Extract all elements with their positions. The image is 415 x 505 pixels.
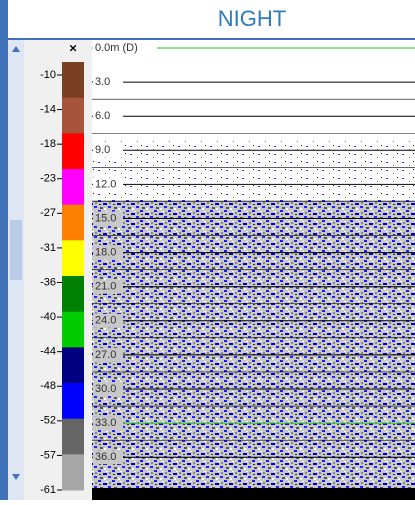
colorbar-label: -61 [40, 484, 56, 496]
scroll-up[interactable] [12, 46, 20, 52]
depth-label: 33.0 [95, 417, 116, 429]
color-swatch [62, 311, 84, 348]
depth-label: 36.0 [95, 451, 116, 463]
scroll-thumb[interactable] [10, 220, 22, 280]
colorbar-label: -44 [40, 346, 56, 358]
depth-label-bg [93, 211, 123, 226]
color-swatch [62, 276, 84, 313]
colorbar-label: -10 [40, 69, 56, 81]
depth-label-bg [93, 313, 123, 328]
colorbar-label: -18 [40, 138, 56, 150]
color-swatch [62, 383, 84, 420]
colorbar-label: -23 [40, 173, 56, 185]
color-swatch [62, 240, 84, 277]
color-swatch [62, 97, 84, 134]
title-bar [8, 0, 415, 38]
echo-sparse [92, 140, 415, 200]
color-swatch [62, 133, 84, 170]
depth-label: 3.0 [95, 76, 110, 88]
colorbar-label: -40 [40, 311, 56, 323]
title: NIGHT [218, 6, 286, 31]
colorbar-label: -48 [40, 380, 56, 392]
depth-label: 27.0 [95, 349, 116, 361]
colorbar-label: -27 [40, 207, 56, 219]
depth-label-bg [93, 450, 123, 465]
depth-label-bg [93, 279, 123, 294]
scroll-down[interactable] [12, 474, 20, 480]
colorbar-label: -14 [40, 103, 56, 115]
depth-label-bg [93, 347, 123, 362]
depth-label-bg [93, 245, 123, 260]
depth-label-bg [93, 416, 123, 431]
colorbar-label: -36 [40, 276, 56, 288]
depth-label: 21.0 [95, 281, 116, 293]
depth-label: 0.0m (D) [95, 42, 138, 54]
color-swatch [62, 454, 84, 491]
depth-label: 18.0 [95, 247, 116, 259]
color-swatch [62, 169, 84, 206]
depth-label-bg [93, 41, 157, 55]
depth-label-bg [93, 143, 123, 158]
depth-label: 30.0 [95, 383, 116, 395]
color-swatch [62, 204, 84, 241]
colorbar-label: -57 [40, 449, 56, 461]
depth-label: 12.0 [95, 178, 116, 190]
close-button[interactable]: × [69, 40, 77, 55]
depth-label: 24.0 [95, 315, 116, 327]
depth-label: 6.0 [95, 110, 110, 122]
color-swatch [62, 347, 84, 384]
color-swatch [62, 62, 84, 99]
colorbar-label: -52 [40, 415, 56, 427]
depth-label-bg [93, 382, 123, 396]
color-swatch [62, 418, 84, 455]
depth-label-bg [93, 75, 123, 90]
echo-dense [92, 200, 415, 488]
depth-label: 9.0 [95, 144, 110, 156]
depth-label-bg [93, 109, 123, 124]
bottom-band [92, 488, 415, 500]
colorbar-label: -31 [40, 242, 56, 254]
depth-label: 15.0 [95, 212, 116, 224]
depth-label-bg [93, 177, 123, 192]
